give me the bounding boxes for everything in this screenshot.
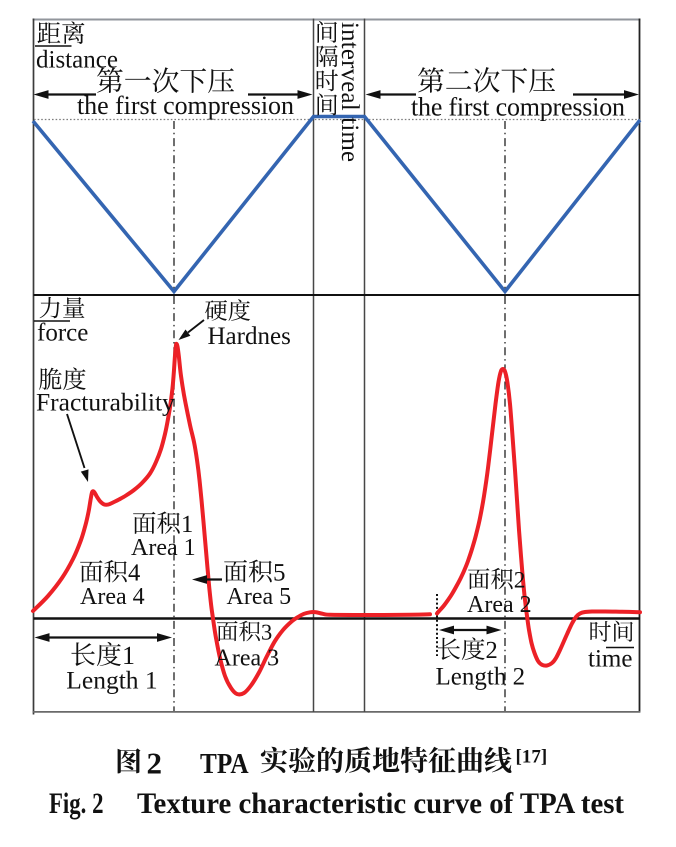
svg-text:2: 2 [147, 746, 163, 781]
svg-text:Area 5: Area 5 [227, 584, 292, 610]
svg-text:Fracturability: Fracturability [36, 388, 175, 417]
svg-text:[17]: [17] [516, 747, 548, 768]
svg-text:Hardnes: Hardnes [208, 323, 291, 350]
svg-text:TPA: TPA [200, 749, 249, 780]
svg-text:Length 1: Length 1 [66, 666, 157, 695]
svg-text:Area 1: Area 1 [131, 535, 196, 561]
svg-text:the first compression: the first compression [77, 91, 294, 120]
svg-text:Texture characteristic curve o: Texture characteristic curve of TPA test [137, 787, 624, 820]
svg-text:distance: distance [36, 47, 118, 74]
svg-text:time: time [588, 646, 632, 673]
svg-text:Fig. 2: Fig. 2 [49, 787, 104, 820]
svg-text:Area 4: Area 4 [80, 584, 145, 610]
svg-text:Area 2: Area 2 [467, 592, 532, 618]
svg-text:interveal time: interveal time [336, 22, 363, 162]
svg-text:Area 3: Area 3 [215, 646, 280, 672]
svg-text:the first compression: the first compression [411, 93, 625, 122]
svg-text:force: force [37, 320, 88, 347]
svg-text:Length 2: Length 2 [436, 664, 526, 691]
